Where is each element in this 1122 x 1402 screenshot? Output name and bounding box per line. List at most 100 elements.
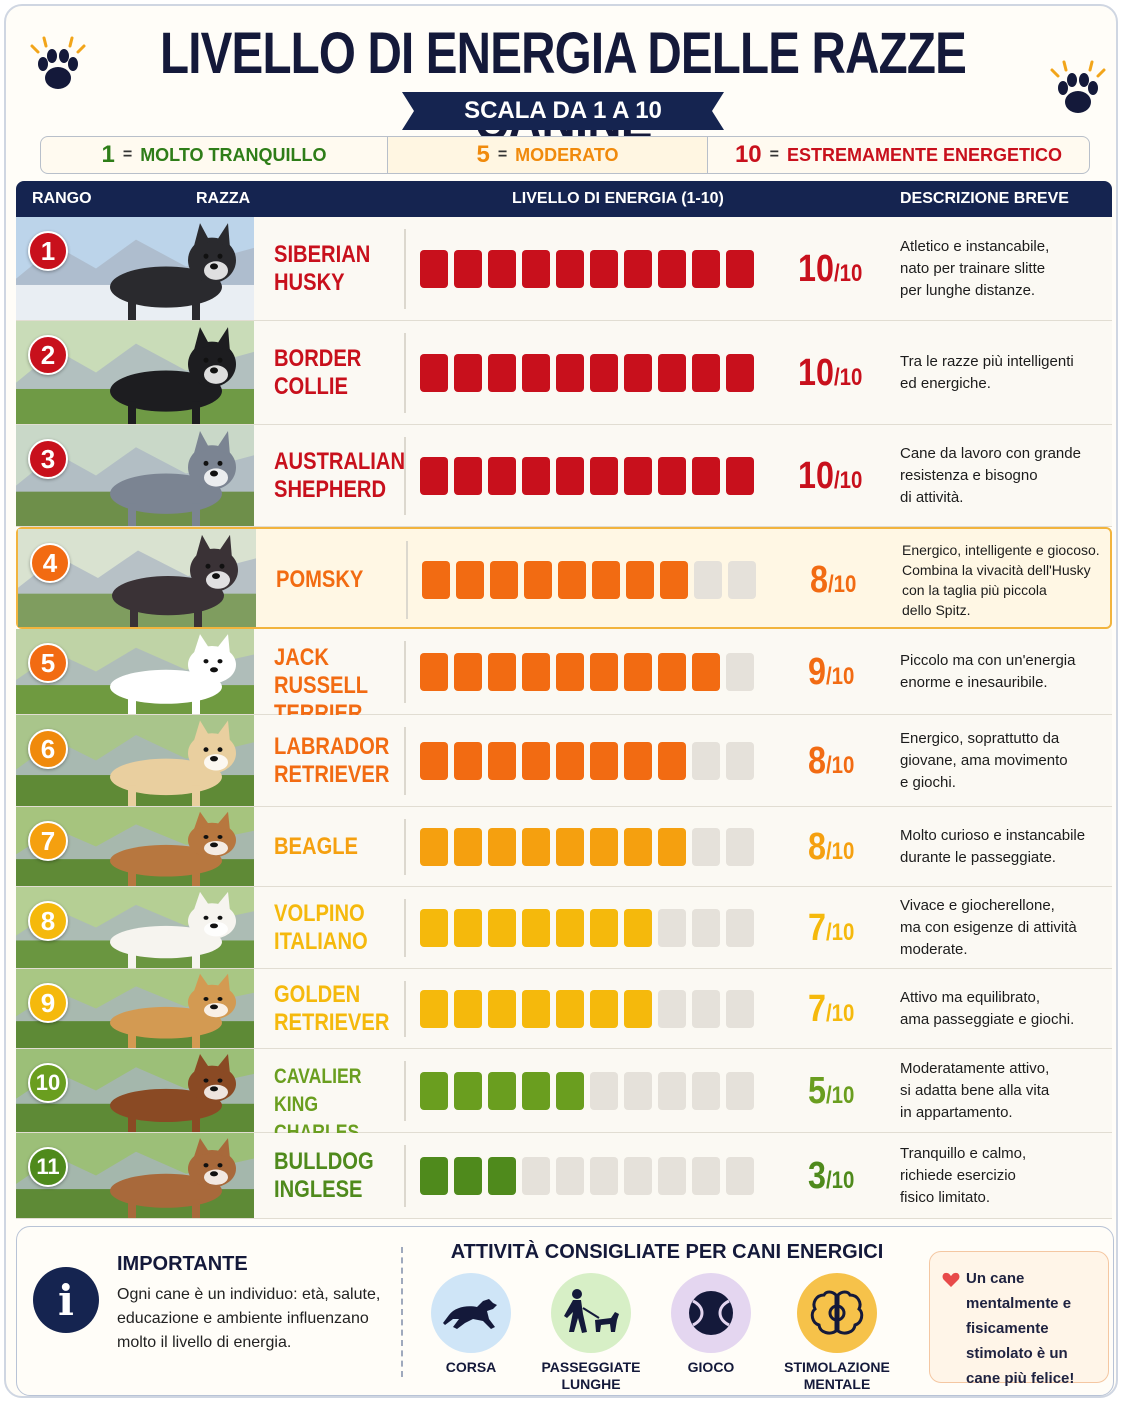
rank-badge: 7 bbox=[28, 821, 68, 861]
score-denominator: /10 bbox=[825, 1082, 855, 1109]
energy-segment-filled bbox=[420, 828, 448, 866]
energy-segment-filled bbox=[454, 1157, 482, 1195]
score-value: 10 bbox=[798, 248, 834, 290]
energy-segment-filled bbox=[456, 561, 484, 599]
energy-segment-empty bbox=[694, 561, 722, 599]
description-line: enorme e inesauribile. bbox=[900, 674, 1048, 691]
energy-segment-filled bbox=[420, 742, 448, 780]
energy-segment-filled bbox=[420, 457, 448, 495]
quote-box: Un cane mentalmente e fisicamente stimol… bbox=[929, 1251, 1109, 1387]
energy-segment-empty bbox=[624, 1157, 652, 1195]
score-value: 10 bbox=[798, 352, 834, 394]
score-value: 8 bbox=[808, 740, 826, 782]
energy-bar bbox=[422, 561, 756, 599]
ball-icon bbox=[671, 1273, 751, 1353]
breed-row: 8 VOLPINO ITALIANO 7/10 Vivace e giocherello… bbox=[16, 887, 1112, 969]
column-header-energy: LIVELLO DI ENERGIA (1-10) bbox=[512, 190, 724, 207]
dog-photo bbox=[16, 1049, 254, 1132]
energy-segment-filled bbox=[590, 354, 618, 392]
energy-score: 7/10 bbox=[808, 989, 854, 1034]
energy-segment-filled bbox=[658, 653, 686, 691]
description-line: ed energiche. bbox=[900, 375, 991, 392]
description-line: Attivo ma equilibrato, bbox=[900, 989, 1041, 1006]
energy-bar bbox=[420, 457, 754, 495]
breed-row: 5 JACK RUSSELL TERRIER 9/10 Piccolo ma con u… bbox=[16, 629, 1112, 727]
score-value: 7 bbox=[808, 988, 826, 1030]
breed-description: Cane da lavoro con grande resistenza e bi… bbox=[900, 443, 1110, 509]
energy-segment-filled bbox=[454, 909, 482, 947]
panel-divider bbox=[401, 1247, 403, 1377]
score-value: 3 bbox=[808, 1155, 826, 1197]
breed-name: BORDER COLLIE bbox=[274, 345, 383, 401]
score-value: 5 bbox=[808, 1070, 826, 1112]
legend-equals: = bbox=[122, 146, 133, 163]
rank-badge: 2 bbox=[28, 335, 68, 375]
energy-segment-filled bbox=[556, 828, 584, 866]
column-divider bbox=[404, 641, 406, 703]
breed-name-line: JACK RUSSELL bbox=[274, 644, 369, 699]
energy-segment-filled bbox=[592, 561, 620, 599]
energy-segment-filled bbox=[522, 457, 550, 495]
energy-segment-filled bbox=[692, 354, 720, 392]
energy-segment-filled bbox=[454, 1072, 482, 1110]
legend-number: 1 bbox=[101, 141, 115, 168]
breed-name-line: AUSTRALIAN bbox=[274, 448, 406, 475]
energy-bar bbox=[420, 250, 754, 288]
energy-segment-filled bbox=[420, 250, 448, 288]
score-denominator: /10 bbox=[825, 663, 855, 690]
activity-long-walks: PASSEGGIATE LUNGHE bbox=[531, 1273, 651, 1393]
legend-label: MODERATO bbox=[515, 144, 619, 165]
energy-score: 8/10 bbox=[810, 560, 856, 605]
brain-gear-icon bbox=[797, 1273, 877, 1353]
legend-equals: = bbox=[769, 146, 779, 163]
energy-segment-filled bbox=[488, 1157, 516, 1195]
breed-description: Attivo ma equilibrato, ama passeggiate e … bbox=[900, 987, 1110, 1031]
energy-segment-empty bbox=[726, 1157, 754, 1195]
activity-label: CORSA bbox=[445, 1359, 497, 1375]
breed-name-line: SIBERIAN bbox=[274, 241, 371, 268]
energy-score: 3/10 bbox=[808, 1156, 854, 1201]
energy-segment-empty bbox=[658, 909, 686, 947]
description-line: di attività. bbox=[900, 489, 964, 506]
energy-segment-filled bbox=[590, 828, 618, 866]
energy-segment-empty bbox=[692, 742, 720, 780]
subtitle-ribbon: SCALA DA 1 A 10 bbox=[402, 92, 724, 130]
energy-segment-empty bbox=[726, 653, 754, 691]
energy-segment-filled bbox=[488, 653, 516, 691]
score-denominator: /10 bbox=[825, 752, 855, 779]
activity-label: PASSEGGIATE LUNGHE bbox=[541, 1359, 641, 1392]
score-denominator: /10 bbox=[827, 571, 857, 598]
energy-segment-empty bbox=[556, 1157, 584, 1195]
breed-name: LABRADOR RETRIEVER bbox=[274, 733, 390, 789]
score-denominator: /10 bbox=[825, 838, 855, 865]
description-line: Moderatamente attivo, bbox=[900, 1060, 1050, 1077]
energy-segment-filled bbox=[522, 250, 550, 288]
energy-segment-filled bbox=[692, 653, 720, 691]
score-denominator: /10 bbox=[825, 919, 855, 946]
breed-name-line: LABRADOR bbox=[274, 733, 390, 760]
energy-segment-filled bbox=[558, 561, 586, 599]
energy-segment-empty bbox=[726, 909, 754, 947]
energy-score: 8/10 bbox=[808, 741, 854, 786]
energy-segment-empty bbox=[726, 990, 754, 1028]
breed-row: 2 BORDER COLLIE 10/10 Tra le razze più intel… bbox=[16, 321, 1112, 425]
breed-name-line: RETRIEVER bbox=[274, 1009, 390, 1036]
energy-segment-filled bbox=[522, 990, 550, 1028]
energy-segment-filled bbox=[522, 909, 550, 947]
energy-segment-filled bbox=[624, 909, 652, 947]
energy-segment-empty bbox=[590, 1072, 618, 1110]
energy-segment-filled bbox=[624, 457, 652, 495]
energy-segment-filled bbox=[556, 742, 584, 780]
legend-label: ESTREMAMENTE ENERGETICO bbox=[787, 144, 1063, 165]
energy-segment-filled bbox=[726, 457, 754, 495]
breed-description: Energico, intelligente e giocoso. Combina… bbox=[902, 540, 1112, 620]
description-line: fisico limitato. bbox=[900, 1189, 991, 1206]
energy-segment-empty bbox=[692, 828, 720, 866]
energy-segment-empty bbox=[590, 1157, 618, 1195]
table-header: RANGO RAZZA LIVELLO DI ENERGIA (1-10) DE… bbox=[16, 181, 1112, 217]
energy-segment-empty bbox=[726, 1072, 754, 1110]
energy-segment-filled bbox=[590, 742, 618, 780]
energy-segment-filled bbox=[590, 250, 618, 288]
description-line: per lunghe distanze. bbox=[900, 282, 1036, 299]
